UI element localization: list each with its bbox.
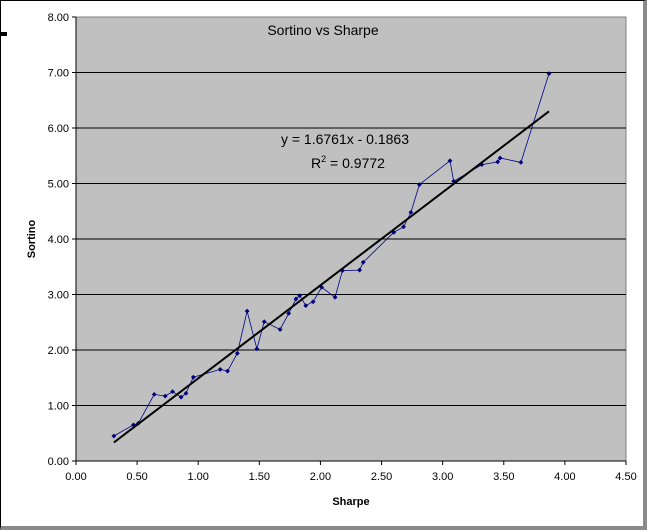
- data-point: [244, 308, 250, 314]
- y-tick-label: 5.00: [48, 179, 69, 191]
- data-point: [357, 267, 362, 273]
- data-point: [391, 229, 397, 235]
- data-point: [234, 350, 240, 356]
- x-tick-label: 0.00: [65, 471, 86, 483]
- data-point: [131, 422, 136, 428]
- data-point: [225, 368, 230, 374]
- data-point: [495, 159, 501, 165]
- trendline-layer: [113, 110, 550, 444]
- data-point: [170, 389, 175, 395]
- data-point: [111, 433, 117, 439]
- data-point: [190, 374, 196, 380]
- data-point: [303, 303, 309, 308]
- data-point: [286, 310, 292, 316]
- data-point: [162, 393, 168, 399]
- y-tick-label: 0.00: [48, 456, 69, 468]
- data-point: [332, 294, 338, 300]
- y-tick-label: 2.00: [48, 345, 69, 357]
- corner-mark: [0, 32, 7, 36]
- data-point: [151, 392, 157, 397]
- x-tick-label: 1.50: [249, 471, 270, 483]
- data-point: [497, 155, 503, 161]
- data-point: [546, 71, 552, 77]
- ticks: 0.00 1.00 2.00 3.00 4.00 5.00 6.00 7.00 8.00 0.00…: [48, 12, 637, 483]
- data-point: [447, 158, 453, 164]
- x-axis-title: Sharpe: [332, 496, 369, 508]
- y-tick-label: 8.00: [48, 12, 69, 24]
- y-tick-label: 4.00: [48, 234, 69, 246]
- data-point: [479, 162, 485, 168]
- y-tick-label: 6.00: [48, 123, 69, 135]
- x-tick-label: 0.50: [126, 471, 147, 483]
- data-point: [408, 209, 414, 215]
- data-point: [401, 224, 406, 230]
- r-squared-label: R2 = 0.9772: [311, 154, 385, 171]
- data-point: [310, 299, 316, 305]
- trendline: [113, 110, 550, 444]
- data-point: [277, 327, 283, 332]
- x-tick-label: 2.50: [371, 471, 392, 483]
- trendline-equation: y = 1.6761x - 0.1863: [281, 131, 409, 147]
- data-point: [254, 346, 260, 352]
- data-point: [261, 319, 267, 325]
- data-point: [293, 296, 299, 302]
- data-point: [217, 367, 223, 372]
- data-point: [518, 160, 524, 165]
- y-tick-label: 1.00: [48, 401, 69, 413]
- data-point: [360, 259, 366, 265]
- chart-title: Sortino vs Sharpe: [267, 22, 378, 38]
- x-tick-label: 3.50: [493, 471, 514, 483]
- x-tick-label: 4.00: [554, 471, 575, 483]
- x-tick-label: 2.00: [310, 471, 331, 483]
- x-tick-label: 4.50: [615, 471, 636, 483]
- x-tick-label: 3.00: [432, 471, 453, 483]
- data-point: [297, 293, 303, 299]
- y-tick-label: 3.00: [48, 290, 69, 302]
- series: [111, 71, 552, 439]
- y-axis-title: Sortino: [26, 219, 38, 258]
- gridlines: [76, 72, 626, 406]
- x-tick-label: 1.00: [188, 471, 209, 483]
- data-point: [183, 390, 189, 396]
- y-tick-label: 7.00: [48, 68, 69, 80]
- data-point: [178, 394, 184, 400]
- data-point: [417, 182, 422, 188]
